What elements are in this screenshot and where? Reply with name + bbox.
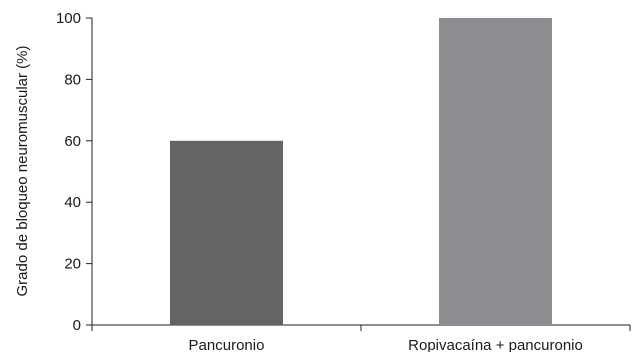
y-tick-label: 60: [64, 133, 81, 150]
bar-ropivaca-na-pancuronio: [439, 18, 552, 325]
x-axis: [92, 325, 630, 331]
x-ticks: [92, 325, 630, 331]
y-tick-label: 100: [56, 10, 81, 27]
bars: [170, 18, 552, 325]
x-category-label: Pancuronio: [189, 337, 265, 352]
y-tick-label: 40: [64, 194, 81, 211]
y-axis: 0 20 40 60 80 100: [56, 10, 92, 334]
y-axis-label: Grado de bloqueo neuromuscular (%): [14, 46, 31, 297]
bar-pancuronio: [170, 141, 283, 325]
y-ticks: 0 20 40 60 80 100: [56, 10, 92, 334]
y-tick-label: 80: [64, 71, 81, 88]
category-labels: Pancuronio Ropivacaína + pancuronio: [189, 337, 583, 352]
y-tick-label: 0: [73, 317, 81, 334]
y-tick-label: 20: [64, 256, 81, 273]
x-category-label: Ropivacaína + pancuronio: [408, 337, 583, 352]
